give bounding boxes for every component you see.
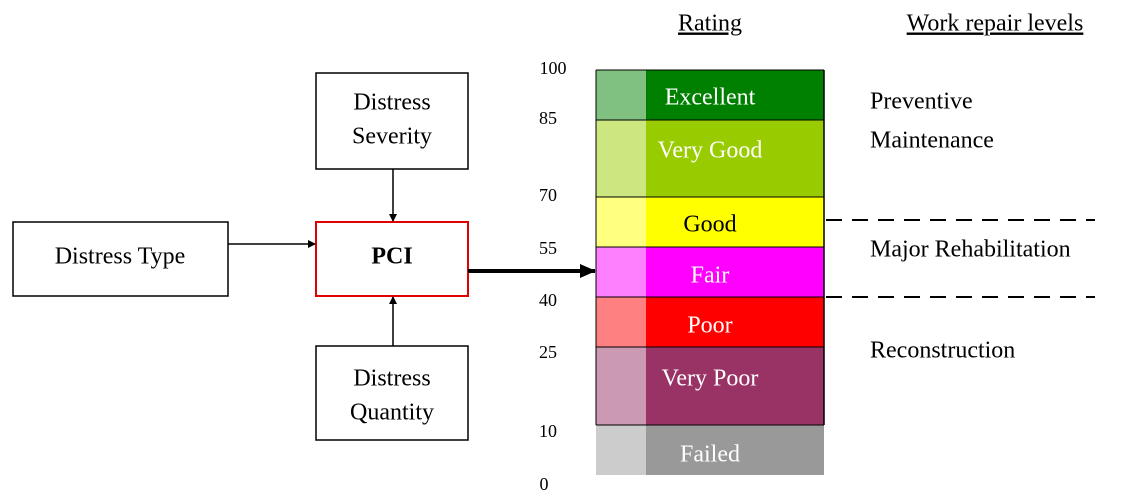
band-shade (596, 70, 646, 120)
band-label: Good (683, 212, 736, 238)
band-label: Fair (691, 263, 730, 289)
distress-type-box (12, 221, 229, 297)
quantity-label: Distress (353, 366, 430, 392)
pci-label: PCI (371, 244, 412, 270)
band-shade (596, 197, 646, 247)
scale-label: 55 (539, 238, 557, 258)
scale-label: 40 (539, 290, 557, 310)
rating-bar (595, 69, 825, 475)
rating-header: Rating (678, 11, 742, 37)
quantity-label: Quantity (350, 400, 434, 426)
severity-label: Severity (352, 124, 432, 150)
scale-label: 100 (540, 58, 567, 78)
band-shade (596, 247, 646, 297)
work-level: Preventive (870, 89, 973, 115)
band-label: Poor (687, 313, 732, 339)
band-label: Very Poor (662, 366, 759, 392)
severity-label: Distress (353, 90, 430, 116)
scale-label: 70 (539, 185, 557, 205)
band-shade (596, 425, 646, 475)
work-level: Maintenance (870, 128, 994, 154)
scale-label: 10 (539, 421, 557, 441)
band-label: Failed (680, 442, 740, 468)
scale-label: 85 (539, 108, 557, 128)
quantity-box (315, 345, 469, 441)
distress-type-label: Distress Type (55, 244, 186, 270)
band-label: Excellent (665, 85, 756, 111)
work-header: Work repair levels (907, 11, 1084, 37)
band-shade (596, 120, 646, 197)
scale-label: 25 (539, 342, 557, 362)
band-shade (596, 347, 646, 425)
band-shade (596, 297, 646, 347)
work-level: Major Rehabilitation (870, 237, 1071, 263)
work-level: Reconstruction (870, 338, 1015, 364)
band-label: Very Good (658, 138, 763, 164)
severity-box (315, 72, 469, 170)
pci-box (315, 221, 469, 297)
scale-label: 0 (540, 474, 549, 494)
